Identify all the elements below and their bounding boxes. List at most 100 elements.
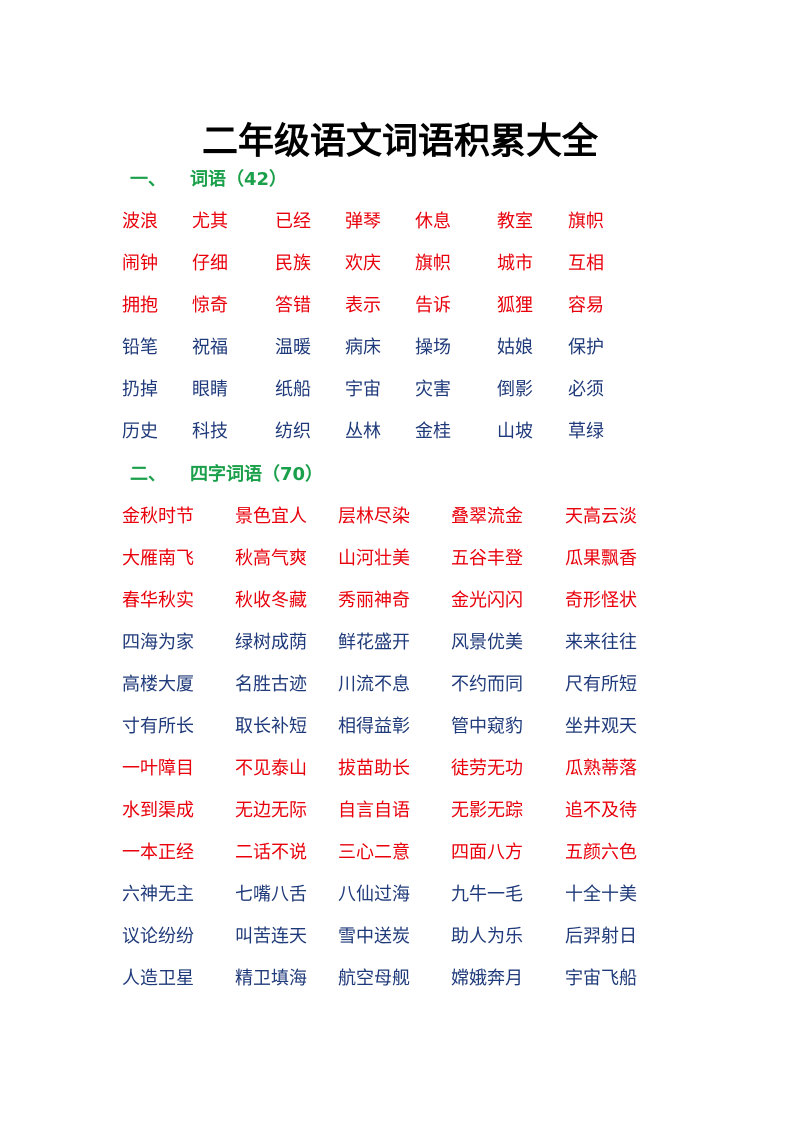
section-index: 一、 <box>130 169 166 190</box>
word: 七嘴八舌 <box>235 884 307 905</box>
word: 五谷丰登 <box>451 548 523 569</box>
word: 水到渠成 <box>122 800 194 821</box>
word: 九牛一毛 <box>451 884 523 905</box>
word: 十全十美 <box>565 884 637 905</box>
word: 旗帜 <box>568 211 604 232</box>
word: 一本正经 <box>122 842 194 863</box>
word: 草绿 <box>568 421 604 442</box>
word: 仔细 <box>192 253 228 274</box>
word: 已经 <box>275 211 311 232</box>
word: 表示 <box>345 295 381 316</box>
word: 奇形怪状 <box>565 590 637 611</box>
word: 寸有所长 <box>122 716 194 737</box>
word: 尺有所短 <box>565 674 637 695</box>
word: 波浪 <box>122 211 158 232</box>
word: 四面八方 <box>451 842 523 863</box>
word: 秋高气爽 <box>235 548 307 569</box>
word: 眼睛 <box>192 379 228 400</box>
word: 科技 <box>192 421 228 442</box>
word: 四海为家 <box>122 632 194 653</box>
word: 宇宙 <box>345 379 381 400</box>
word: 六神无主 <box>122 884 194 905</box>
word: 金桂 <box>415 421 451 442</box>
section-heading: 四字词语（70） <box>190 464 324 485</box>
word: 名胜古迹 <box>235 674 307 695</box>
word: 徒劳无功 <box>451 758 523 779</box>
word: 铅笔 <box>122 337 158 358</box>
word: 议论纷纷 <box>122 926 194 947</box>
word: 追不及待 <box>565 800 637 821</box>
word: 必须 <box>568 379 604 400</box>
word: 纺织 <box>275 421 311 442</box>
section-heading: 词语（42） <box>190 169 288 190</box>
word: 春华秋实 <box>122 590 194 611</box>
word: 宇宙飞船 <box>565 968 637 989</box>
word: 航空母舰 <box>338 968 410 989</box>
word: 人造卫星 <box>122 968 194 989</box>
word: 八仙过海 <box>338 884 410 905</box>
word: 操场 <box>415 337 451 358</box>
word: 嫦娥奔月 <box>451 968 523 989</box>
word: 管中窥豹 <box>451 716 523 737</box>
word: 灾害 <box>415 379 451 400</box>
word: 层林尽染 <box>338 506 410 527</box>
word: 相得益彰 <box>338 716 410 737</box>
section-index: 二、 <box>130 464 166 485</box>
word: 拥抱 <box>122 295 158 316</box>
word: 助人为乐 <box>451 926 523 947</box>
word: 丛林 <box>345 421 381 442</box>
word: 二话不说 <box>235 842 307 863</box>
word: 纸船 <box>275 379 311 400</box>
word: 教室 <box>497 211 533 232</box>
word: 五颜六色 <box>565 842 637 863</box>
word: 金光闪闪 <box>451 590 523 611</box>
word: 鲜花盛开 <box>338 632 410 653</box>
word: 休息 <box>415 211 451 232</box>
word: 闹钟 <box>122 253 158 274</box>
word: 扔掉 <box>122 379 158 400</box>
word: 狐狸 <box>497 295 533 316</box>
word: 精卫填海 <box>235 968 307 989</box>
word: 坐井观天 <box>565 716 637 737</box>
word: 倒影 <box>497 379 533 400</box>
word: 历史 <box>122 421 158 442</box>
word: 高楼大厦 <box>122 674 194 695</box>
word: 温暖 <box>275 337 311 358</box>
word: 取长补短 <box>235 716 307 737</box>
word: 告诉 <box>415 295 451 316</box>
word: 风景优美 <box>451 632 523 653</box>
word: 保护 <box>568 337 604 358</box>
word: 不见泰山 <box>235 758 307 779</box>
word: 三心二意 <box>338 842 410 863</box>
word: 天高云淡 <box>565 506 637 527</box>
word: 叫苦连天 <box>235 926 307 947</box>
word: 惊奇 <box>192 295 228 316</box>
word: 尤其 <box>192 211 228 232</box>
word: 山河壮美 <box>338 548 410 569</box>
word: 姑娘 <box>497 337 533 358</box>
word: 大雁南飞 <box>122 548 194 569</box>
word: 弹琴 <box>345 211 381 232</box>
word: 欢庆 <box>345 253 381 274</box>
word: 容易 <box>568 295 604 316</box>
word: 秀丽神奇 <box>338 590 410 611</box>
title: 二年级语文词语积累大全 <box>201 121 598 162</box>
word: 旗帜 <box>415 253 451 274</box>
word: 无边无际 <box>235 800 307 821</box>
word: 景色宜人 <box>235 506 307 527</box>
word: 自言自语 <box>338 800 410 821</box>
word: 答错 <box>275 295 311 316</box>
word: 祝福 <box>192 337 228 358</box>
word: 来来往往 <box>565 632 637 653</box>
word: 金秋时节 <box>122 506 194 527</box>
word: 秋收冬藏 <box>235 590 307 611</box>
word: 瓜果飘香 <box>565 548 637 569</box>
word: 无影无踪 <box>451 800 523 821</box>
word: 叠翠流金 <box>451 506 523 527</box>
word: 山坡 <box>497 421 533 442</box>
word: 互相 <box>568 253 604 274</box>
word: 一叶障目 <box>122 758 194 779</box>
word: 川流不息 <box>338 674 410 695</box>
word: 民族 <box>275 253 311 274</box>
